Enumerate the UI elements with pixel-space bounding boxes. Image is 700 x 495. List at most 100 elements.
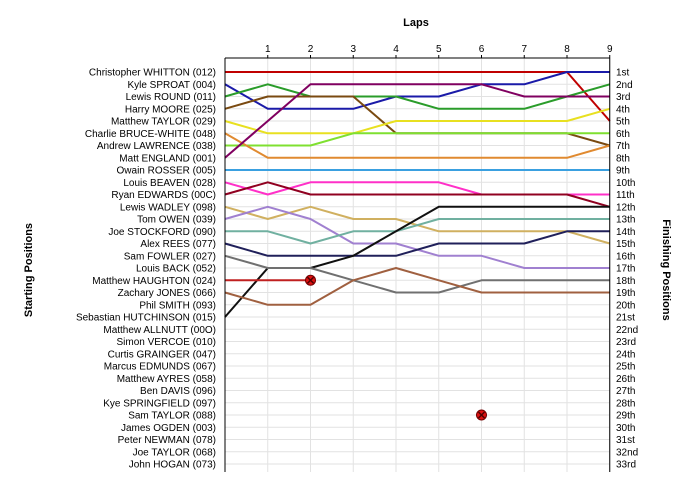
finishing-position-label: 23rd — [616, 337, 636, 348]
driver-label: Peter NEWMAN (078) — [118, 435, 216, 446]
driver-label: Matthew HAUGHTON (024) — [92, 276, 216, 287]
driver-label: Louis BACK (052) — [136, 264, 216, 275]
finishing-position-label: 5th — [616, 117, 630, 128]
driver-label: Phil SMITH (093) — [139, 300, 216, 311]
x-tick-label: 8 — [564, 44, 570, 55]
finishing-position-label: 27th — [616, 386, 635, 397]
finishing-position-label: 26th — [616, 374, 635, 385]
driver-label: Andrew LAWRENCE (038) — [97, 141, 216, 152]
series-line-16 — [224, 205, 610, 318]
finishing-position-label: 12th — [616, 202, 635, 213]
finishing-position-label: 30th — [616, 423, 635, 434]
series-lines — [224, 71, 611, 318]
driver-label: Marcus EDMUNDS (067) — [104, 362, 216, 373]
finishing-position-label: 1st — [616, 68, 630, 79]
driver-label: Owain ROSSER (005) — [117, 166, 216, 177]
series-line-3 — [224, 83, 611, 110]
finishing-position-label: 11th — [616, 190, 635, 201]
finishing-position-label: 17th — [616, 264, 635, 275]
retirement-marker — [476, 409, 487, 421]
driver-label: Christopher WHITTON (012) — [89, 68, 216, 79]
finishing-position-label: 18th — [616, 276, 635, 287]
finishing-position-label: 3rd — [616, 92, 630, 103]
x-tick-label: 3 — [350, 44, 356, 55]
driver-label: Sam TAYLOR (088) — [128, 411, 216, 422]
finishing-position-label: 21st — [616, 313, 635, 324]
finishing-position-label: 16th — [616, 251, 635, 262]
finishing-position-label: 20th — [616, 300, 635, 311]
series-line-10 — [224, 181, 610, 196]
series-line-8 — [224, 83, 610, 159]
driver-label: Simon VERCOE (010) — [117, 337, 216, 348]
finishing-position-label: 31st — [616, 435, 635, 446]
axes — [224, 55, 611, 472]
series-line-14 — [225, 218, 610, 245]
driver-label: Kye SPRINGFIELD (097) — [103, 398, 216, 409]
finishing-position-label: 24th — [616, 349, 635, 360]
finishing-position-label: 33rd — [616, 460, 636, 471]
driver-label: James OGDEN (003) — [121, 423, 216, 434]
finishing-position-label: 13th — [616, 215, 635, 226]
finishing-position-label: 22nd — [616, 325, 638, 336]
finishing-position-label: 32nd — [616, 447, 638, 458]
driver-label: Harry MOORE (025) — [125, 104, 216, 115]
x-tick-label: 6 — [479, 44, 485, 55]
finishing-position-label: 6th — [616, 129, 630, 140]
finishing-position-label: 8th — [616, 153, 630, 164]
x-axis-title: Laps — [403, 17, 429, 29]
driver-label: Lewis ROUND (011) — [126, 92, 216, 103]
driver-label: Tom OWEN (039) — [137, 215, 216, 226]
finishing-position-label: 10th — [616, 178, 635, 189]
driver-label: Joe TAYLOR (068) — [133, 447, 216, 458]
driver-label: Matthew TAYLOR (029) — [111, 117, 216, 128]
driver-label: Zachary JONES (066) — [118, 288, 216, 299]
driver-label: Joe STOCKFORD (090) — [108, 227, 216, 238]
series-line-11 — [224, 181, 611, 208]
finishing-position-label: 19th — [616, 288, 635, 299]
series-line-15 — [224, 230, 610, 257]
driver-labels: Christopher WHITTON (012)Kyle SPROAT (00… — [76, 68, 216, 471]
finishing-position-label: 29th — [616, 411, 635, 422]
series-line-19 — [224, 267, 610, 306]
driver-label: Matthew AYRES (058) — [117, 374, 216, 385]
driver-label: Charlie BRUCE-WHITE (048) — [85, 129, 216, 140]
finishing-position-label: 25th — [616, 362, 635, 373]
driver-label: Sebastian HUTCHINSON (015) — [76, 313, 216, 324]
driver-label: Matt ENGLAND (001) — [119, 153, 216, 164]
driver-label: Louis BEAVEN (028) — [123, 178, 216, 189]
finishing-position-label: 9th — [616, 166, 630, 177]
x-tick-label: 9 — [607, 44, 613, 55]
series-line-1 — [225, 71, 611, 122]
driver-label: John HOGAN (073) — [129, 460, 216, 471]
series-line-7 — [224, 132, 611, 159]
x-tick-label: 5 — [436, 44, 442, 55]
retirement-markers — [305, 274, 487, 421]
series-line-17 — [224, 254, 610, 294]
x-tick-label: 1 — [265, 44, 271, 55]
finishing-position-label: 2nd — [616, 80, 633, 91]
x-tick-label: 7 — [521, 44, 527, 55]
driver-label: Ryan EDWARDS (00C) — [111, 190, 216, 201]
driver-label: Matthew ALLNUTT (00O) — [103, 325, 216, 336]
finishing-position-label: 4th — [616, 104, 630, 115]
finishing-position-label: 14th — [616, 227, 635, 238]
right-axis-title: Finishing Positions — [660, 219, 672, 320]
retirement-marker — [305, 274, 316, 286]
finishing-position-label: 15th — [616, 239, 635, 250]
series-line-5 — [224, 107, 611, 135]
finishing-position-label: 28th — [616, 398, 635, 409]
series-line-2 — [224, 71, 610, 110]
driver-label: Ben DAVIS (096) — [140, 386, 216, 397]
driver-label: Curtis GRAINGER (047) — [108, 349, 216, 360]
driver-label: Lewis WADLEY (098) — [120, 202, 216, 213]
series-line-13 — [224, 205, 610, 269]
driver-label: Alex REES (077) — [140, 239, 216, 250]
left-axis-title: Starting Positions — [23, 223, 35, 317]
x-tick-label: 2 — [308, 44, 314, 55]
x-tick-labels: 1 2 3 4 5 6 7 8 9 — [265, 44, 613, 55]
driver-label: Kyle SPROAT (004) — [127, 80, 216, 91]
finishing-position-label: 7th — [616, 141, 630, 152]
series-line-6 — [225, 132, 610, 147]
